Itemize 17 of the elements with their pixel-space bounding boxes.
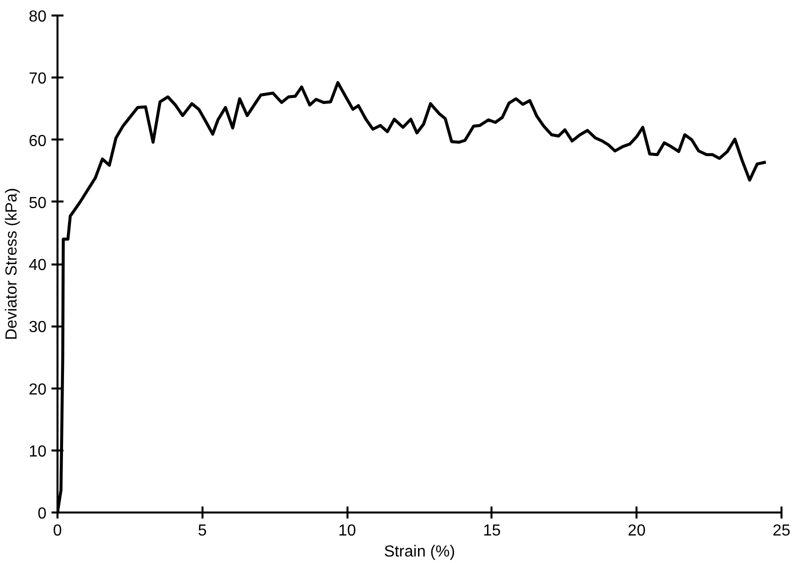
x-tick-label: 20 — [628, 522, 646, 540]
x-axis-title: Strain (%) — [384, 544, 456, 560]
y-axis-title: Deviator Stress (kPa) — [4, 188, 21, 340]
y-tick-label: 0 — [38, 506, 47, 522]
x-tick-label: 25 — [772, 522, 790, 540]
x-tick-label: 10 — [338, 522, 356, 540]
y-tick-label: 30 — [28, 319, 47, 336]
y-tick-label: 70 — [28, 70, 47, 88]
y-tick-label: 20 — [28, 381, 47, 398]
x-tick-label: 0 — [53, 522, 62, 540]
y-tick-label: 60 — [28, 132, 47, 150]
y-tick-label: 10 — [28, 443, 47, 460]
x-tick-label: 5 — [198, 522, 207, 540]
y-tick-label: 80 — [28, 8, 47, 26]
y-tick-label: 40 — [28, 257, 47, 274]
x-tick-label: 15 — [483, 522, 501, 540]
y-tick-label: 50 — [28, 194, 47, 212]
